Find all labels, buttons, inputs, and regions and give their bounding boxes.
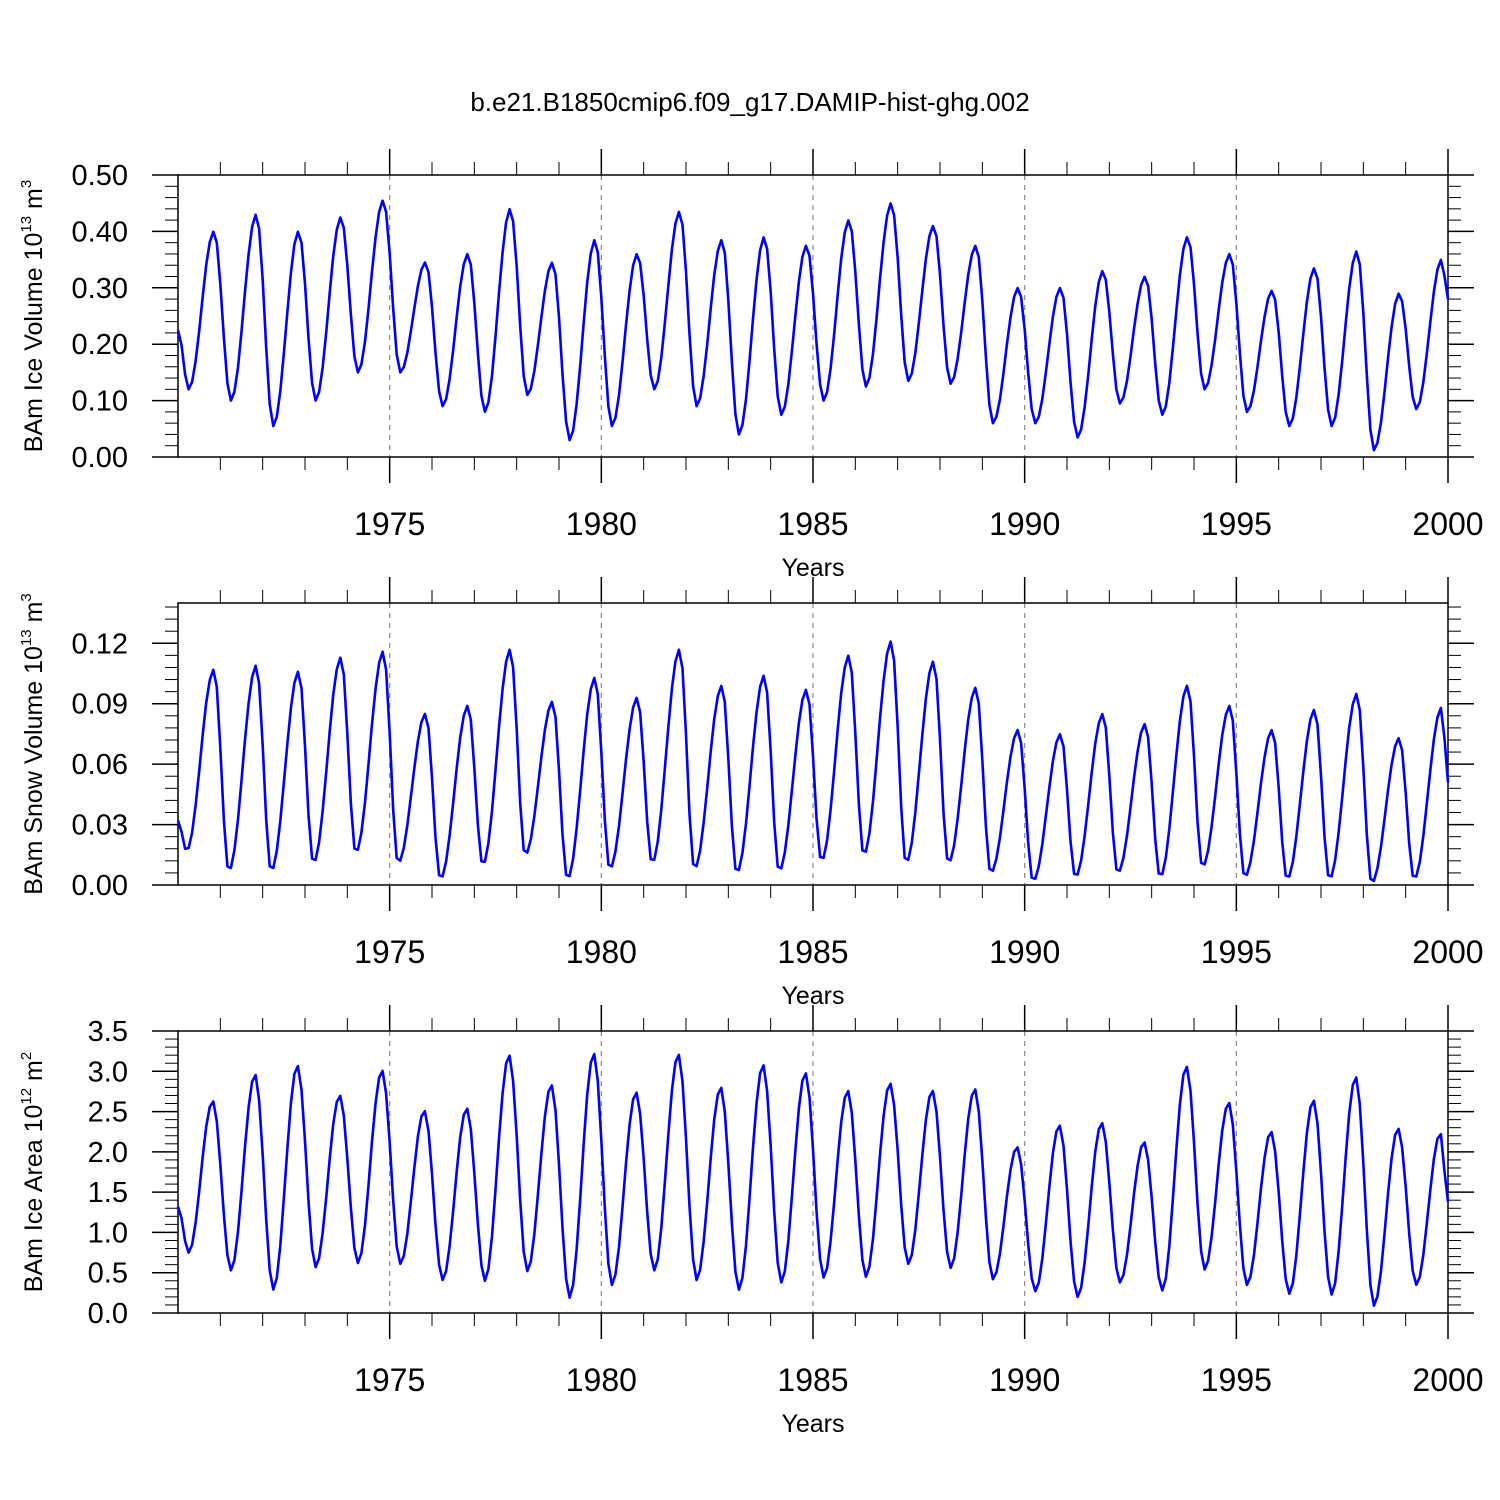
y-tick-label: 0.09 xyxy=(72,689,128,721)
x-tick-label: 1995 xyxy=(1201,934,1272,970)
x-tick-label: 1985 xyxy=(777,934,848,970)
y-tick-label: 1.5 xyxy=(88,1177,128,1209)
y-tick-label: 0.00 xyxy=(72,870,128,902)
y-tick-label: 0.5 xyxy=(88,1258,128,1290)
x-axis-label: Years xyxy=(781,1410,844,1438)
x-tick-label: 1980 xyxy=(566,506,637,542)
y-tick-label: 0.06 xyxy=(72,749,128,781)
x-tick-label: 1995 xyxy=(1201,506,1272,542)
y-tick-label: 0.0 xyxy=(88,1298,128,1330)
chart-panel-1: 0.00 0.10 0.20 0.30 0.40 0.50 1975 1980 1985 1990… xyxy=(18,149,1484,582)
y-tick-label: 0.50 xyxy=(72,160,128,192)
x-tick-label: 1990 xyxy=(989,934,1060,970)
x-tick-label: 1980 xyxy=(566,934,637,970)
y-tick-label: 2.5 xyxy=(88,1097,128,1129)
x-tick-label: 1995 xyxy=(1201,1362,1272,1398)
x-tick-label: 1980 xyxy=(566,1362,637,1398)
y-tick-label: 0.03 xyxy=(72,810,128,842)
y-tick-label: 0.30 xyxy=(72,273,128,305)
y-tick-label: 2.0 xyxy=(88,1137,128,1169)
y-axis-label: BAm Ice Area 1012 m2 xyxy=(18,1052,48,1292)
x-tick-label: 1975 xyxy=(354,934,425,970)
x-tick-label: 1975 xyxy=(354,1362,425,1398)
y-tick-label: 3.0 xyxy=(88,1056,128,1088)
y-tick-label: 0.40 xyxy=(72,216,128,248)
panels: 0.00 0.10 0.20 0.30 0.40 0.50 1975 1980 1985 1990… xyxy=(18,149,1484,1438)
y-tick-label: 1.0 xyxy=(88,1217,128,1249)
x-tick-label: 1975 xyxy=(354,506,425,542)
y-axis-label: BAm Ice Volume 1013 m3 xyxy=(18,180,48,452)
x-tick-label: 1985 xyxy=(777,506,848,542)
x-tick-label: 1985 xyxy=(777,1362,848,1398)
figure-title: b.e21.B1850cmip6.f09_g17.DAMIP-hist-ghg.… xyxy=(470,87,1029,117)
series-line-ice_area xyxy=(176,1052,1450,1307)
y-tick-label: 0.12 xyxy=(72,628,128,660)
y-axis-label: BAm Snow Volume 1013 m3 xyxy=(18,593,48,895)
y-tick-label: 3.5 xyxy=(88,1016,128,1048)
x-tick-label: 2000 xyxy=(1412,934,1483,970)
y-tick-label: 0.00 xyxy=(72,442,128,474)
series-line-snow_volume xyxy=(176,640,1450,883)
y-tick-label: 0.10 xyxy=(72,386,128,418)
series-line-ice_volume xyxy=(176,199,1450,452)
chart-panel-2: 0.00 0.03 0.06 0.09 0.12 1975 1980 1985 1990 1995… xyxy=(18,577,1484,1010)
x-tick-label: 2000 xyxy=(1412,1362,1483,1398)
y-tick-label: 0.20 xyxy=(72,329,128,361)
chart-panel-3: 0.0 0.5 1.0 1.5 2.0 2.5 3.0 3.5 1975 1980 1985 1990… xyxy=(18,1005,1484,1438)
x-tick-label: 2000 xyxy=(1412,506,1483,542)
x-tick-label: 1990 xyxy=(989,1362,1060,1398)
x-tick-label: 1990 xyxy=(989,506,1060,542)
